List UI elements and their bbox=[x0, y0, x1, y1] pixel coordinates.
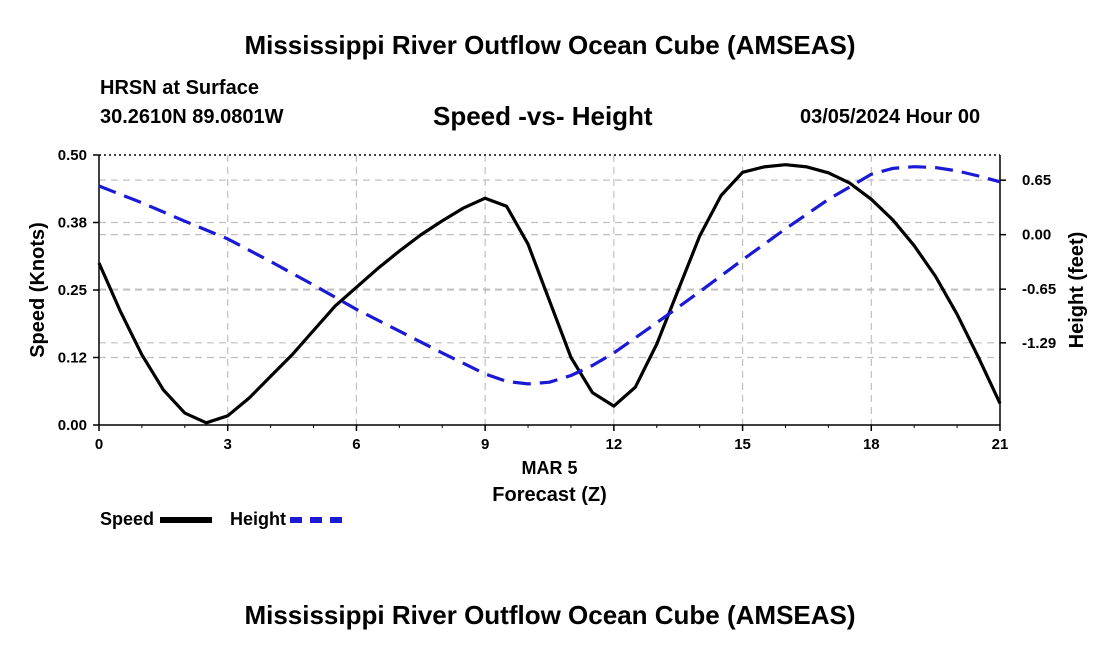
chart-subtitle: Speed -vs- Height bbox=[433, 101, 653, 131]
y-right-tick-label: -0.65 bbox=[1022, 281, 1056, 298]
legend-speed-swatch bbox=[160, 517, 212, 523]
footer-title: Mississippi River Outflow Ocean Cube (AM… bbox=[244, 600, 856, 630]
y-right-axis-title: Height (feet) bbox=[1066, 232, 1088, 349]
legend-speed-label: Speed bbox=[100, 509, 155, 529]
y-left-tick-label: 0.50 bbox=[58, 147, 87, 164]
series-line-speed bbox=[97, 163, 1002, 425]
y-right-tick-label: 0.00 bbox=[1022, 227, 1051, 244]
y-left-tick-label: 0.12 bbox=[58, 350, 87, 367]
y-left-axis-title: Speed (Knots) bbox=[27, 222, 49, 358]
x-tick-label: 18 bbox=[863, 436, 880, 453]
x-tick-label: 12 bbox=[606, 436, 623, 453]
x-axis-date-label: MAR 5 bbox=[521, 458, 577, 478]
location-label: HRSN at Surface bbox=[100, 77, 259, 99]
y-left-tick-label: 0.38 bbox=[58, 215, 87, 232]
y-left-tick-label: 0.25 bbox=[58, 282, 87, 299]
x-tick-label: 0 bbox=[95, 436, 103, 453]
x-tick-label: 21 bbox=[992, 436, 1009, 453]
coordinates-label: 30.2610N 89.0801W bbox=[100, 106, 284, 128]
x-tick-label: 6 bbox=[352, 436, 360, 453]
y-left-tick-label: 0.00 bbox=[58, 417, 87, 434]
series-line-height bbox=[98, 165, 1001, 386]
y-right-tick-label: -1.29 bbox=[1022, 335, 1056, 352]
chart-title: Mississippi River Outflow Ocean Cube (AM… bbox=[244, 30, 856, 60]
x-axis-title: Forecast (Z) bbox=[492, 484, 606, 506]
x-tick-label: 9 bbox=[481, 436, 489, 453]
x-tick-label: 3 bbox=[224, 436, 232, 453]
x-tick-label: 15 bbox=[734, 436, 751, 453]
y-right-tick-label: 0.65 bbox=[1022, 172, 1051, 189]
legend-height-swatch bbox=[290, 517, 342, 523]
date-label: 03/05/2024 Hour 00 bbox=[800, 106, 981, 128]
legend-height-label: Height bbox=[230, 509, 286, 529]
